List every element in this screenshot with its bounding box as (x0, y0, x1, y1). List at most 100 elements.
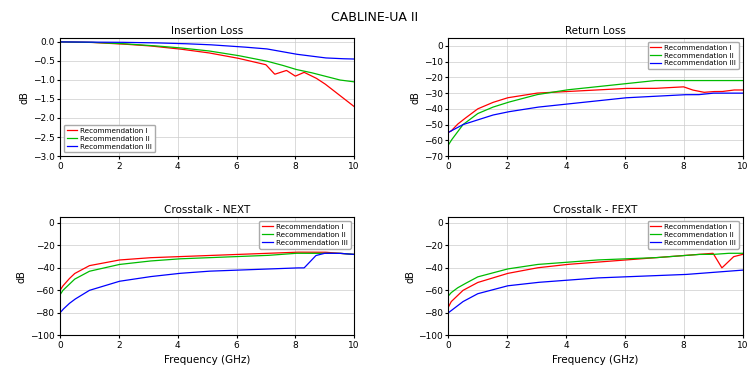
Line: Recommendation III: Recommendation III (60, 42, 354, 59)
Recommendation II (197, 48, 206, 52)
Line: Recommendation I: Recommendation I (60, 42, 354, 107)
Recommendation I (585, 261, 594, 265)
Recommendation I (195, 49, 204, 54)
Recommendation II (350, 80, 358, 84)
Recommendation I (709, 251, 718, 256)
Recommendation I (296, 71, 305, 76)
Recommendation I (344, 251, 352, 256)
Recommendation II (56, 40, 64, 44)
Recommendation II (444, 143, 453, 147)
Recommendation II (214, 50, 223, 55)
Recommendation II (343, 78, 352, 83)
Recommendation III (731, 268, 740, 273)
Recommendation III (585, 276, 594, 281)
Title: Crosstalk - NEXT: Crosstalk - NEXT (164, 205, 250, 215)
Recommendation III (195, 269, 204, 274)
Recommendation I (731, 254, 740, 258)
Recommendation II (685, 253, 694, 258)
Recommendation I (350, 252, 358, 257)
Recommendation III (197, 42, 206, 46)
Recommendation II (650, 78, 659, 83)
Recommendation II (214, 255, 223, 259)
Recommendation I (197, 253, 206, 258)
Y-axis label: dB: dB (20, 91, 30, 104)
Recommendation II (350, 252, 358, 257)
Recommendation III (603, 98, 612, 102)
Line: Recommendation I: Recommendation I (448, 253, 742, 307)
Recommendation I (619, 86, 628, 91)
Recommendation II (585, 85, 594, 90)
Recommendation III (321, 251, 330, 256)
Recommendation II (230, 53, 239, 57)
Title: Crosstalk - FEXT: Crosstalk - FEXT (554, 205, 638, 215)
Recommendation II (56, 293, 64, 297)
Recommendation II (291, 251, 300, 256)
Recommendation I (584, 88, 592, 93)
Recommendation I (738, 88, 747, 92)
Recommendation II (584, 258, 592, 263)
Recommendation I (619, 258, 628, 263)
Recommendation III (195, 42, 204, 46)
Recommendation III (350, 57, 358, 61)
Recommendation III (444, 311, 453, 315)
Line: Recommendation I: Recommendation I (60, 252, 354, 290)
Legend: Recommendation I, Recommendation II, Recommendation III: Recommendation I, Recommendation II, Rec… (647, 42, 739, 69)
Line: Recommendation II: Recommendation II (60, 42, 354, 82)
Recommendation I (343, 99, 352, 103)
Recommendation I (679, 85, 688, 89)
Recommendation III (603, 275, 612, 280)
Recommendation I (603, 259, 612, 264)
Line: Recommendation II: Recommendation II (448, 80, 742, 145)
Recommendation II (296, 68, 305, 73)
Recommendation III (585, 99, 594, 104)
Recommendation I (350, 104, 358, 109)
Recommendation I (585, 88, 594, 93)
Recommendation I (584, 261, 592, 265)
Recommendation II (686, 78, 694, 83)
Line: Recommendation II: Recommendation II (448, 253, 742, 296)
Recommendation III (709, 91, 718, 95)
Legend: Recommendation I, Recommendation II, Recommendation III: Recommendation I, Recommendation II, Rec… (647, 221, 739, 248)
Recommendation I (56, 40, 64, 44)
Recommendation II (738, 251, 747, 256)
Recommendation II (585, 258, 594, 263)
Recommendation III (584, 99, 592, 104)
Y-axis label: dB: dB (411, 91, 421, 104)
Recommendation II (619, 82, 628, 86)
Recommendation I (444, 130, 453, 135)
Title: Return Loss: Return Loss (565, 26, 626, 36)
Recommendation II (195, 256, 204, 260)
Recommendation III (738, 91, 747, 95)
Recommendation I (731, 88, 740, 92)
Recommendation II (230, 255, 239, 259)
Recommendation III (56, 311, 64, 315)
Recommendation II (197, 256, 206, 260)
Recommendation I (214, 53, 223, 57)
Recommendation III (214, 43, 223, 48)
Recommendation II (344, 251, 352, 256)
Recommendation II (738, 78, 747, 83)
Recommendation I (444, 305, 453, 309)
Recommendation I (685, 253, 694, 258)
Recommendation I (56, 288, 64, 293)
Recommendation I (686, 87, 694, 91)
Recommendation III (685, 93, 694, 97)
Recommendation II (603, 83, 612, 88)
Recommendation II (444, 294, 453, 298)
Recommendation II (731, 251, 740, 256)
Recommendation III (344, 251, 352, 256)
Recommendation III (619, 96, 628, 100)
Recommendation II (731, 78, 740, 83)
X-axis label: Frequency (GHz): Frequency (GHz) (164, 355, 250, 365)
Recommendation I (197, 50, 206, 54)
Recommendation II (584, 85, 592, 90)
Recommendation III (343, 56, 352, 61)
Line: Recommendation II: Recommendation II (60, 253, 354, 295)
Recommendation I (230, 55, 239, 60)
Recommendation III (230, 268, 239, 272)
Recommendation III (685, 272, 694, 277)
Recommendation III (444, 130, 453, 135)
Recommendation III (731, 91, 740, 95)
Recommendation III (584, 276, 592, 281)
Recommendation III (350, 252, 358, 257)
